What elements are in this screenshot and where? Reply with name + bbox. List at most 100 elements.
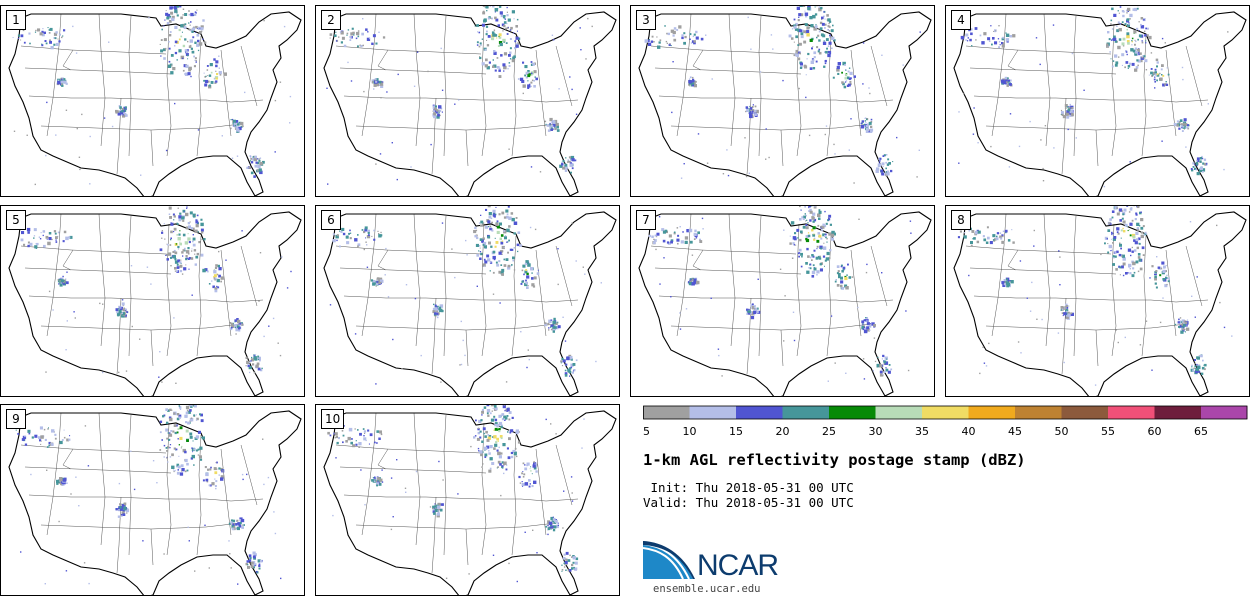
reflectivity-echo <box>844 276 848 281</box>
reflectivity-echo <box>1201 157 1204 160</box>
reflectivity-echo <box>668 234 672 238</box>
state-border <box>20 45 167 55</box>
reflectivity-echo <box>684 35 687 39</box>
reflectivity-echo <box>349 229 351 232</box>
reflectivity-echo <box>831 47 833 50</box>
reflectivity-echo <box>865 124 869 129</box>
reflectivity-echo <box>797 19 800 22</box>
reflectivity-echo <box>1001 281 1005 285</box>
reflectivity-echo <box>499 463 502 466</box>
state-border <box>24 267 172 275</box>
state-border <box>220 249 232 337</box>
reflectivity-echo <box>377 230 379 232</box>
reflectivity-echo <box>122 312 125 315</box>
reflectivity-echo <box>392 338 394 341</box>
reflectivity-echo <box>809 38 813 42</box>
reflectivity-echo <box>217 286 220 289</box>
reflectivity-echo <box>957 236 960 239</box>
postage-stamp-panel: 5 <box>0 205 305 397</box>
reflectivity-echo <box>459 364 461 366</box>
reflectivity-echo <box>495 241 499 244</box>
reflectivity-echo <box>507 264 511 268</box>
reflectivity-echo <box>259 359 261 362</box>
reflectivity-echo <box>476 236 479 240</box>
reflectivity-echo <box>805 74 807 76</box>
reflectivity-echo <box>520 331 522 333</box>
reflectivity-echo <box>1183 128 1185 130</box>
reflectivity-echo <box>189 405 193 407</box>
reflectivity-echo <box>205 75 207 77</box>
reflectivity-echo <box>995 30 997 32</box>
reflectivity-echo <box>1131 246 1133 249</box>
reflectivity-echo <box>59 280 61 282</box>
reflectivity-echo <box>192 440 194 442</box>
reflectivity-echo <box>193 249 197 252</box>
reflectivity-echo <box>505 468 508 471</box>
reflectivity-echo <box>1131 274 1135 278</box>
reflectivity-echo <box>238 327 240 330</box>
reflectivity-echo <box>1031 281 1033 284</box>
reflectivity-echo <box>1178 318 1180 321</box>
reflectivity-echo <box>188 10 190 12</box>
reflectivity-echo <box>191 447 193 449</box>
reflectivity-echo <box>799 238 802 242</box>
reflectivity-echo <box>501 418 504 421</box>
reflectivity-echo <box>1110 58 1112 60</box>
reflectivity-echo <box>220 475 225 479</box>
reflectivity-echo <box>522 61 525 64</box>
reflectivity-echo <box>972 238 974 240</box>
reflectivity-echo <box>215 70 217 72</box>
reflectivity-echo <box>863 329 868 334</box>
reflectivity-echo <box>872 370 874 372</box>
reflectivity-echo <box>828 25 831 28</box>
reflectivity-echo <box>793 41 795 43</box>
reflectivity-echo <box>1129 18 1131 20</box>
state-border <box>443 15 447 157</box>
reflectivity-echo <box>562 557 566 560</box>
reflectivity-echo <box>527 87 530 89</box>
us-reflectivity-map <box>953 206 1247 396</box>
reflectivity-echo <box>870 118 873 121</box>
reflectivity-echo <box>396 459 398 461</box>
reflectivity-echo <box>686 229 690 233</box>
reflectivity-echo <box>564 169 568 172</box>
reflectivity-echo <box>204 79 209 84</box>
reflectivity-echo <box>208 567 210 569</box>
reflectivity-echo <box>508 418 511 421</box>
reflectivity-echo <box>968 274 970 277</box>
reflectivity-echo <box>108 41 110 43</box>
reflectivity-echo <box>1134 31 1137 34</box>
reflectivity-echo <box>1183 122 1185 124</box>
reflectivity-echo <box>849 80 852 83</box>
reflectivity-echo <box>1154 271 1157 274</box>
reflectivity-echo <box>676 227 679 229</box>
reflectivity-echo <box>413 85 416 87</box>
reflectivity-echo <box>1131 40 1133 42</box>
reflectivity-echo <box>49 39 51 42</box>
state-border <box>150 129 154 167</box>
reflectivity-echo <box>1136 59 1139 62</box>
reflectivity-echo <box>235 328 238 331</box>
reflectivity-echo <box>817 232 820 235</box>
reflectivity-echo <box>165 12 169 16</box>
reflectivity-echo <box>366 37 371 41</box>
reflectivity-echo <box>861 320 865 324</box>
reflectivity-echo <box>848 276 852 279</box>
reflectivity-echo <box>809 263 812 266</box>
reflectivity-echo <box>218 250 220 253</box>
reflectivity-echo <box>1166 67 1168 69</box>
state-border <box>46 13 62 137</box>
reflectivity-echo <box>247 564 249 566</box>
reflectivity-echo <box>500 241 504 245</box>
reflectivity-echo <box>845 69 847 71</box>
reflectivity-echo <box>838 275 841 279</box>
reflectivity-echo <box>163 414 166 417</box>
reflectivity-echo <box>349 35 352 39</box>
reflectivity-echo <box>1118 265 1121 268</box>
reflectivity-echo <box>533 480 537 484</box>
reflectivity-echo <box>551 520 553 522</box>
reflectivity-echo <box>565 157 567 159</box>
reflectivity-echo <box>58 40 61 43</box>
reflectivity-echo <box>910 232 912 234</box>
reflectivity-echo <box>1154 275 1157 279</box>
